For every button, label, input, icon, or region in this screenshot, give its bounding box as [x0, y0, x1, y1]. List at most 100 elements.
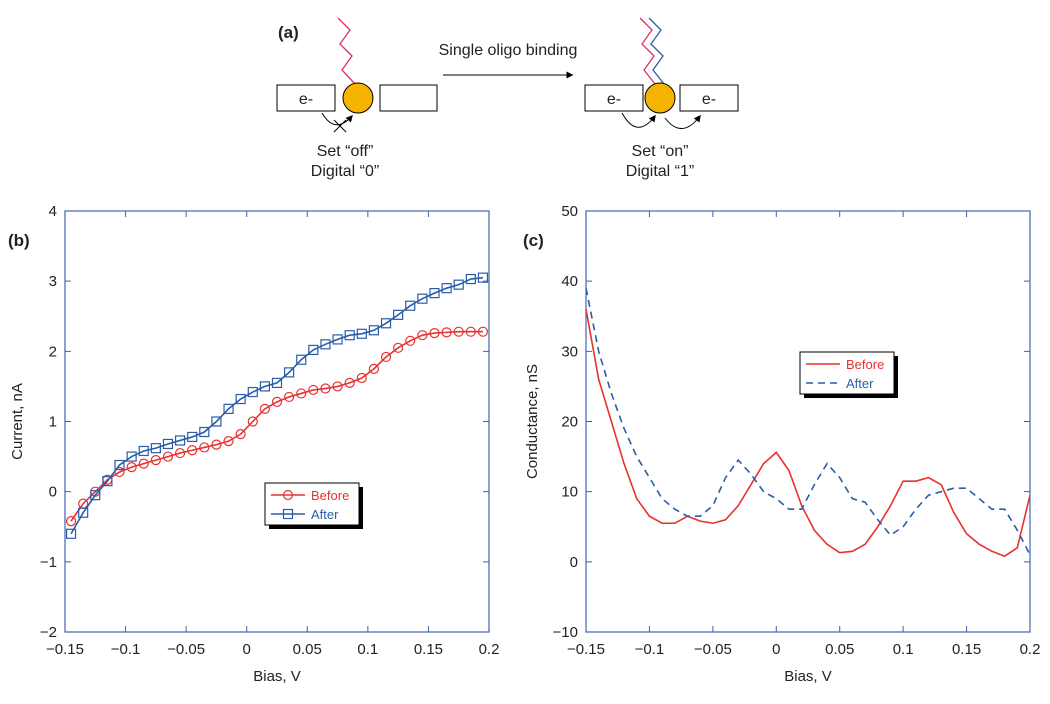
marker — [174, 447, 186, 459]
tunnel-arrow — [664, 114, 701, 129]
marker — [126, 451, 137, 462]
electrode — [379, 84, 438, 112]
electrode — [276, 84, 336, 112]
electrode — [584, 84, 644, 112]
x-tick-label: −0.1 — [635, 641, 665, 658]
y-tick-label: 50 — [561, 203, 578, 220]
series-line — [586, 288, 1030, 556]
oligo — [337, 17, 356, 85]
x-tick-label: 0.15 — [414, 641, 443, 658]
particle — [644, 82, 676, 114]
marker — [187, 445, 198, 456]
y-tick-label: 30 — [561, 343, 578, 360]
marker — [477, 326, 489, 337]
marker — [65, 516, 77, 527]
marker — [417, 293, 428, 304]
marker — [368, 363, 380, 374]
x-axis-label: Bias, V — [784, 668, 832, 685]
marker — [90, 490, 101, 501]
y-tick-label: 20 — [561, 414, 578, 431]
y-tick-label: 0 — [570, 554, 578, 571]
y-tick-label: 4 — [49, 203, 57, 220]
y-tick-label: 3 — [49, 273, 57, 290]
electrode — [679, 84, 739, 112]
marker — [368, 325, 380, 336]
marker — [308, 344, 319, 356]
marker — [247, 416, 258, 427]
marker — [296, 388, 307, 399]
x-tick-label: 0 — [243, 641, 251, 658]
marker — [259, 381, 270, 392]
marker — [453, 279, 464, 290]
marker — [441, 327, 452, 338]
x-tick-label: −0.1 — [111, 641, 141, 658]
electrode-label: e- — [607, 91, 621, 108]
y-axis-label: Current, nA — [9, 383, 26, 460]
y-tick-label: −2 — [40, 624, 57, 641]
x-tick-label: −0.05 — [694, 641, 732, 658]
marker — [126, 462, 137, 473]
y-tick-label: 40 — [561, 273, 578, 290]
marker — [282, 489, 294, 501]
marker — [235, 393, 246, 405]
marker — [320, 339, 331, 350]
marker — [162, 438, 174, 450]
particle — [342, 82, 374, 114]
marker — [235, 429, 246, 440]
y-tick-label: −10 — [553, 624, 578, 641]
y-tick-label: −1 — [40, 554, 57, 571]
marker — [393, 342, 404, 353]
y-tick-label: 1 — [49, 414, 57, 431]
block-mark — [333, 119, 347, 133]
marker — [405, 335, 416, 346]
x-tick-label: 0.1 — [893, 641, 914, 658]
marker — [465, 326, 476, 337]
marker — [223, 403, 234, 414]
marker — [380, 351, 392, 363]
series-line — [586, 309, 1030, 558]
plot-frame — [585, 210, 1031, 633]
marker — [174, 435, 186, 446]
digit-label: Digital “0” — [311, 163, 379, 180]
marker — [187, 431, 198, 443]
electrode-label: e- — [702, 91, 716, 108]
x-tick-label: 0.2 — [1020, 641, 1041, 658]
panel-label: (b) — [8, 231, 30, 250]
marker — [356, 328, 367, 339]
marker — [271, 377, 283, 389]
marker — [211, 416, 222, 427]
x-tick-label: −0.15 — [567, 641, 605, 658]
marker — [417, 330, 428, 341]
x-tick-label: −0.05 — [167, 641, 205, 658]
oligo — [639, 17, 656, 85]
y-tick-label: 10 — [561, 484, 578, 501]
x-tick-label: 0 — [772, 641, 780, 658]
marker — [247, 386, 258, 398]
marker — [211, 439, 222, 450]
marker — [65, 528, 77, 539]
diagram: (a) e- Set “off” Digital “0” Single olig… — [276, 17, 739, 180]
marker — [393, 309, 404, 320]
marker — [405, 300, 416, 311]
state-label: Set “off” — [317, 143, 374, 160]
plot-frame — [64, 210, 490, 633]
target — [648, 17, 665, 85]
marker — [162, 451, 174, 462]
x-axis-label: Bias, V — [253, 668, 301, 685]
x-tick-label: 0.2 — [479, 641, 500, 658]
marker — [441, 283, 452, 294]
marker — [477, 272, 489, 283]
marker — [114, 459, 125, 471]
marker — [344, 377, 355, 389]
marker — [271, 396, 283, 407]
marker — [429, 287, 440, 299]
marker — [465, 273, 476, 285]
tunnel-arrow — [321, 112, 353, 126]
state-label: Set “on” — [632, 143, 689, 160]
marker — [199, 426, 210, 438]
marker — [284, 391, 295, 403]
marker — [78, 507, 89, 518]
legend-label: Before — [311, 488, 349, 503]
panel-label: (c) — [523, 231, 544, 250]
